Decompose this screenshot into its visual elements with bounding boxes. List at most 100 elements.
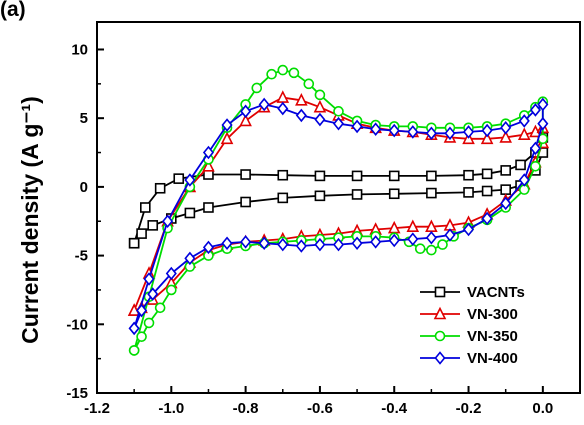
data-point — [154, 302, 166, 314]
data-point — [240, 235, 252, 249]
data-point — [426, 170, 437, 182]
data-point — [258, 97, 270, 112]
y-tick-label: -10 — [66, 316, 88, 333]
data-point — [314, 170, 326, 182]
data-point — [147, 220, 159, 231]
data-point — [314, 190, 326, 202]
x-tick-label: -0.4 — [381, 400, 408, 417]
data-point — [136, 228, 147, 239]
data-point — [529, 103, 541, 117]
data-point — [517, 127, 531, 140]
data-point — [518, 114, 530, 128]
data-point — [313, 99, 327, 113]
data-point — [184, 173, 196, 187]
legend-label: VN-350 — [467, 328, 518, 345]
x-tick-label: -1.0 — [158, 400, 184, 417]
data-point — [220, 131, 234, 145]
data-point — [463, 187, 474, 198]
data-point — [143, 272, 155, 286]
data-point — [295, 239, 307, 253]
legend-marker — [433, 306, 447, 320]
data-point — [239, 113, 252, 127]
data-point — [530, 160, 541, 172]
data-point — [481, 185, 493, 197]
data-point — [277, 192, 289, 204]
data-point — [136, 331, 147, 342]
data-point — [480, 131, 494, 145]
data-point — [240, 196, 251, 208]
data-point — [426, 244, 437, 256]
legend-label: VACNTs — [467, 284, 525, 301]
data-point — [202, 158, 215, 172]
data-point — [221, 118, 233, 132]
data-point — [202, 145, 214, 160]
y-tick-label: 5 — [80, 110, 88, 127]
data-point — [277, 64, 289, 76]
data-point — [203, 202, 214, 213]
data-point — [426, 187, 437, 199]
data-point — [425, 230, 437, 245]
legend-label: VN-300 — [467, 306, 518, 323]
data-point — [406, 219, 420, 233]
data-point — [258, 236, 270, 250]
data-point — [295, 108, 307, 123]
data-point — [537, 116, 549, 131]
data-point — [143, 317, 155, 329]
legend-label: VN-400 — [467, 350, 518, 367]
data-point — [276, 90, 290, 103]
data-point — [351, 236, 363, 250]
data-point — [332, 116, 345, 131]
x-tick-label: -0.2 — [456, 400, 482, 417]
data-point — [500, 165, 511, 176]
legend-item: VACNTs — [420, 284, 525, 301]
data-point — [500, 121, 512, 135]
legend-marker — [434, 351, 446, 365]
data-point — [351, 189, 363, 200]
series-vn-400 — [128, 97, 549, 336]
data-point — [515, 159, 526, 171]
y-tick-label: -5 — [75, 248, 88, 265]
legend-marker — [434, 286, 446, 298]
data-point — [173, 173, 185, 184]
data-point — [140, 202, 151, 213]
data-point — [202, 240, 214, 255]
data-point — [351, 170, 363, 182]
data-point — [499, 130, 512, 143]
data-point — [444, 228, 456, 242]
y-tick-label: 10 — [71, 41, 88, 58]
data-point — [529, 141, 541, 156]
data-point — [388, 170, 400, 182]
legend-marker — [434, 330, 446, 342]
data-point — [314, 112, 326, 127]
data-point — [407, 232, 419, 246]
data-point — [303, 78, 315, 90]
data-point — [266, 68, 277, 80]
data-point — [333, 106, 344, 117]
data-point — [314, 89, 326, 101]
data-point — [128, 345, 140, 356]
data-point — [370, 122, 382, 136]
data-point — [165, 266, 177, 281]
data-point — [221, 236, 233, 250]
data-point — [154, 182, 166, 194]
y-axis-label: Current density (A g⁻¹) — [17, 96, 43, 344]
data-point — [500, 184, 511, 195]
data-point — [277, 237, 289, 252]
plot-frame — [96, 21, 581, 394]
data-point — [437, 239, 448, 250]
data-point — [128, 237, 140, 249]
legend-item: VN-400 — [420, 350, 518, 367]
data-point — [184, 251, 196, 266]
data-point — [388, 123, 400, 138]
data-point — [147, 287, 159, 301]
data-point — [277, 169, 289, 181]
data-point — [481, 123, 493, 138]
legend-item: VN-350 — [420, 328, 518, 345]
data-point — [314, 237, 326, 252]
y-tick-label: 0 — [80, 179, 88, 196]
data-point — [414, 243, 426, 255]
data-point — [481, 211, 493, 226]
data-point — [388, 233, 400, 248]
